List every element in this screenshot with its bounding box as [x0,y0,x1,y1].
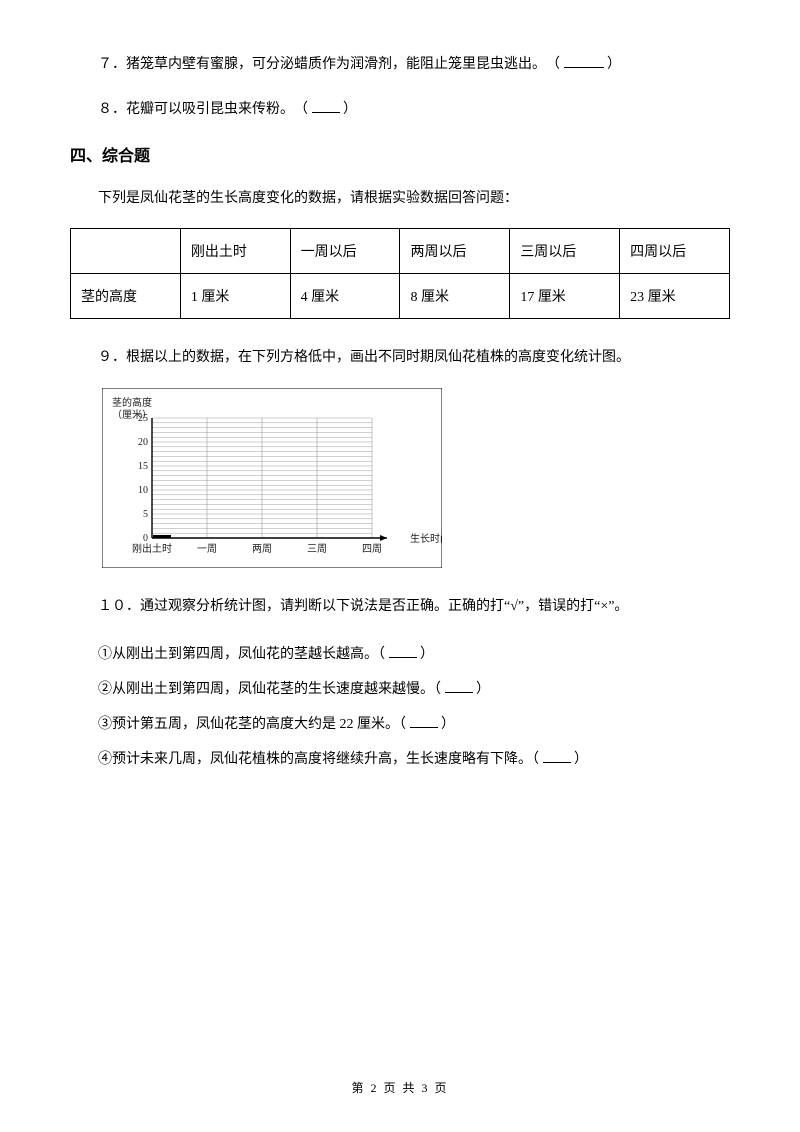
question-10-sub1: ①从刚出土到第四周，凤仙花的茎越长越高。（ ） [70,637,730,672]
sub2-end: ） [476,682,490,697]
question-10-lead: １０．通过观察分析统计图，请判断以下说法是否正确。正确的打“√”，错误的打“×”… [70,592,730,623]
section-title: 四、综合题 [70,142,730,166]
svg-text:三周: 三周 [307,543,327,555]
table-header-cell: 三周以后 [510,229,620,274]
growth-chart: 茎的高度 （厘米） 0510152025 刚出土时一周两周三周四周 生长时间（周… [102,388,442,568]
question-8: ８．花瓣可以吸引昆虫来传粉。 （ ） [70,95,730,126]
sub4-end: ） [574,752,588,767]
svg-text:15: 15 [138,461,148,472]
answer-blank-8[interactable] [312,99,340,113]
table-data-cell: 23 厘米 [620,274,730,319]
question-10-sub2: ②从刚出土到第四周，凤仙花茎的生长速度越来越慢。（ ） [70,672,730,707]
answer-blank-10-3[interactable] [410,714,438,728]
answer-blank-7[interactable] [564,54,604,68]
question-7-text: ７．猪笼草内壁有蜜腺，可分泌蜡质作为润滑剂，能阻止笼里昆虫逃出。 （ [98,57,560,72]
growth-data-table: 刚出土时 一周以后 两周以后 三周以后 四周以后 茎的高度 1 厘米 4 厘米 … [70,228,730,319]
intro-text: 下列是凤仙花茎的生长高度变化的数据，请根据实验数据回答问题： [70,184,730,215]
table-data-cell: 17 厘米 [510,274,620,319]
svg-text:刚出土时: 刚出土时 [132,542,172,555]
svg-text:20: 20 [138,437,148,448]
svg-text:25: 25 [138,413,148,424]
question-7: ７．猪笼草内壁有蜜腺，可分泌蜡质作为润滑剂，能阻止笼里昆虫逃出。 （ ） [70,50,730,81]
table-data-cell: 1 厘米 [180,274,290,319]
table-header-cell: 四周以后 [620,229,730,274]
svg-text:0: 0 [143,533,148,544]
table-header-cell: 一周以后 [290,229,400,274]
svg-text:四周: 四周 [362,543,382,555]
sub2-text: ②从刚出土到第四周，凤仙花茎的生长速度越来越慢。（ [98,682,441,697]
sub1-text: ①从刚出土到第四周，凤仙花的茎越长越高。（ [98,647,385,662]
table-header-cell: 两周以后 [400,229,510,274]
table-data-cell: 8 厘米 [400,274,510,319]
growth-chart-svg: 茎的高度 （厘米） 0510152025 刚出土时一周两周三周四周 生长时间（周… [102,388,442,568]
question-8-end: ） [343,102,357,117]
table-header-cell: 刚出土时 [180,229,290,274]
question-8-text: ８．花瓣可以吸引昆虫来传粉。 （ [98,102,308,117]
question-9: ９．根据以上的数据，在下列方格低中，画出不同时期凤仙花植株的高度变化统计图。 [70,343,730,374]
svg-text:5: 5 [143,509,148,520]
sub4-text: ④预计未来几周，凤仙花植株的高度将继续升高，生长速度略有下降。（ [98,752,539,767]
table-data-cell: 4 厘米 [290,274,400,319]
question-7-end: ） [607,57,621,72]
sub1-end: ） [420,647,434,662]
sub3-end: ） [441,717,455,732]
table-row-label: 茎的高度 [71,274,181,319]
chart-x-label: 生长时间（周） [410,532,442,545]
table-data-row: 茎的高度 1 厘米 4 厘米 8 厘米 17 厘米 23 厘米 [71,274,730,319]
page-footer: 第 2 页 共 3 页 [0,1079,800,1096]
question-10-sub4: ④预计未来几周，凤仙花植株的高度将继续升高，生长速度略有下降。（ ） [70,742,730,777]
svg-text:两周: 两周 [252,543,272,555]
answer-blank-10-2[interactable] [445,679,473,693]
svg-text:一周: 一周 [197,543,217,555]
answer-blank-10-4[interactable] [543,749,571,763]
question-10-sub3: ③预计第五周，凤仙花茎的高度大约是 22 厘米。（ ） [70,707,730,742]
chart-y-label-1: 茎的高度 [112,396,152,409]
table-header-cell [71,229,181,274]
answer-blank-10-1[interactable] [389,644,417,658]
sub3-text: ③预计第五周，凤仙花茎的高度大约是 22 厘米。（ [98,717,406,732]
table-header-row: 刚出土时 一周以后 两周以后 三周以后 四周以后 [71,229,730,274]
svg-text:10: 10 [138,485,148,496]
